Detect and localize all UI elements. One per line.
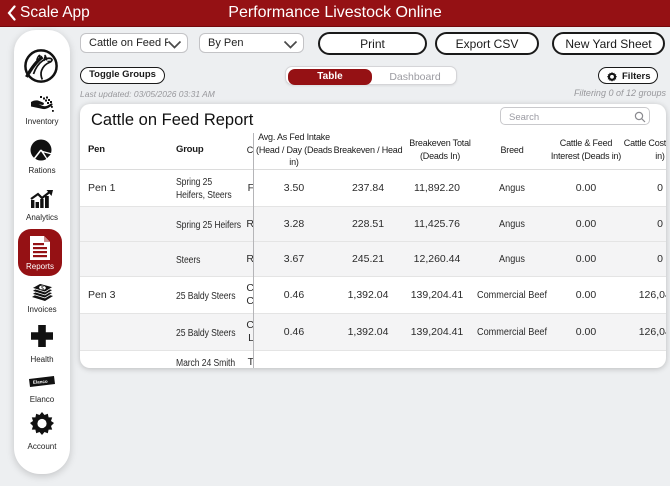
svg-text:$: $ — [41, 286, 44, 292]
svg-text:Elanco: Elanco — [33, 379, 48, 385]
